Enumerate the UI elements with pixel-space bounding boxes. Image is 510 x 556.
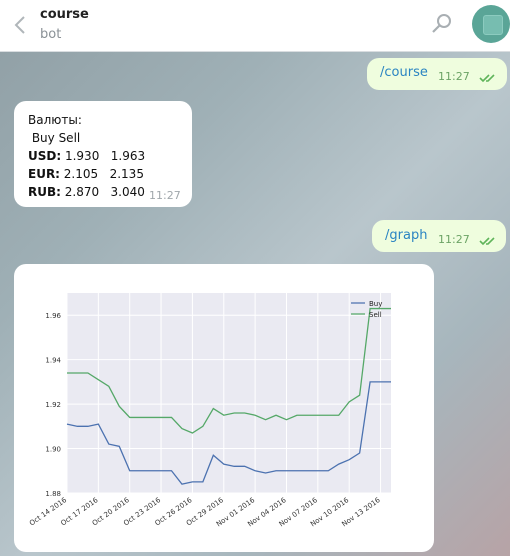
bot-avatar-icon xyxy=(483,15,503,35)
currency-code: EUR: xyxy=(28,167,60,181)
double-check-icon xyxy=(479,74,495,83)
message-time: 11:27 xyxy=(149,189,181,202)
chevron-left-icon[interactable] xyxy=(10,14,32,36)
message-incoming-rates[interactable]: Валюты: Buy Sell USD: 1.930 1.963 EUR: 2… xyxy=(14,101,192,207)
currency-values: 2.105 2.135 xyxy=(59,167,144,181)
search-icon[interactable] xyxy=(430,12,454,36)
double-check-icon xyxy=(479,237,495,246)
message-outgoing-course[interactable]: /course 11:27 xyxy=(367,58,507,90)
rates-text: Валюты: Buy Sell USD: 1.930 1.963 EUR: 2… xyxy=(28,111,145,201)
currency-code: USD: xyxy=(28,149,62,163)
y-tick-label: 1.90 xyxy=(45,446,61,454)
rates-title: Валюты: xyxy=(28,113,82,127)
legend-label: Buy xyxy=(369,300,382,308)
message-outgoing-graph[interactable]: /graph 11:27 xyxy=(372,220,506,252)
legend-label: Sell xyxy=(369,311,382,319)
plot-area xyxy=(67,293,391,493)
chat-subtitle: bot xyxy=(40,27,62,42)
series-line-buy xyxy=(66,381,391,485)
currency-code: RUB: xyxy=(28,185,61,199)
rates-header-row: Buy Sell xyxy=(28,131,81,145)
message-incoming-chart[interactable]: 1.88 1.90 1.92 1.94 1.96 Oct 14 2016 Oct 17 20… xyxy=(14,264,434,552)
y-tick-label: 1.88 xyxy=(45,490,61,498)
command-link[interactable]: /graph xyxy=(385,228,428,243)
y-tick-label: 1.96 xyxy=(45,312,61,320)
message-time: 11:27 xyxy=(438,233,470,246)
series-line-sell xyxy=(67,307,391,434)
chat-header: course bot xyxy=(0,0,510,52)
message-time: 11:27 xyxy=(438,70,470,83)
y-tick-label: 1.94 xyxy=(45,357,61,365)
chat-title[interactable]: course xyxy=(40,7,89,22)
command-link[interactable]: /course xyxy=(380,65,428,80)
bot-avatar[interactable] xyxy=(472,5,510,43)
currency-values: 2.870 3.040 xyxy=(60,185,145,199)
y-tick-label: 1.92 xyxy=(45,401,61,409)
currency-values: 1.930 1.963 xyxy=(61,149,146,163)
